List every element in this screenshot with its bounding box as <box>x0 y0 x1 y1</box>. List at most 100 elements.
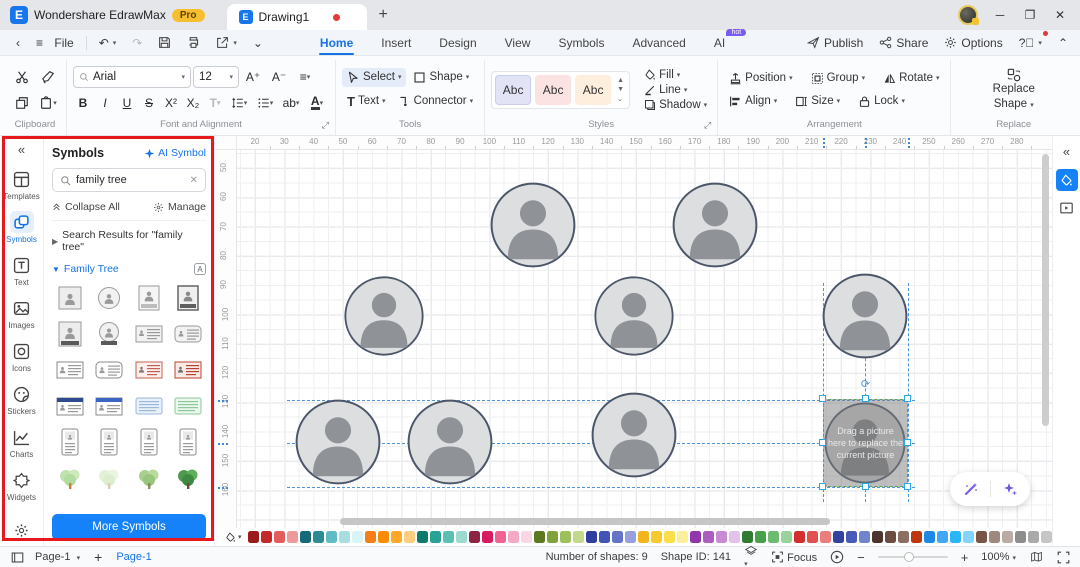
style-more-icon[interactable]: ⌄ <box>617 95 624 103</box>
document-tab[interactable]: E Drawing1 <box>226 4 367 30</box>
library-settings-gear-icon[interactable] <box>14 523 29 538</box>
position-button[interactable]: Position ▾ <box>724 69 797 88</box>
styles-group-expand-icon[interactable]: ⤢ <box>703 120 712 130</box>
menu-tab-design[interactable]: Design <box>439 35 477 50</box>
sidebar-item-stickers[interactable]: Stickers <box>2 379 42 422</box>
change-case-button[interactable]: ab ▾ <box>282 95 300 110</box>
symbol-thumb-tree4[interactable] <box>171 463 207 493</box>
color-swatch[interactable] <box>299 531 311 543</box>
options-button[interactable]: Options <box>942 32 1004 54</box>
color-swatch[interactable] <box>455 531 467 543</box>
collapse-right-panel-icon[interactable]: « <box>1062 144 1071 159</box>
color-swatch[interactable] <box>741 531 753 543</box>
italic-button[interactable]: I <box>103 95 107 110</box>
fullscreen-icon[interactable] <box>1057 551 1070 564</box>
font-size-combo[interactable]: 12 ▾ <box>193 65 239 88</box>
avatar-shape[interactable] <box>342 274 426 358</box>
back-button[interactable]: ‹ <box>16 35 20 50</box>
color-swatch[interactable] <box>312 531 324 543</box>
menu-tab-symbols[interactable]: Symbols <box>558 35 605 50</box>
page-panel-icon[interactable] <box>10 551 25 564</box>
color-swatch[interactable] <box>1040 531 1052 543</box>
avatar-shape[interactable] <box>592 274 676 358</box>
export-button[interactable]: ▾ <box>210 32 243 54</box>
sidebar-item-widgets[interactable]: Widgets <box>2 465 42 508</box>
collapse-all-button[interactable]: Collapse All <box>52 201 120 213</box>
menu-tab-home[interactable]: Home <box>307 31 366 55</box>
sidebar-item-templates[interactable]: Templates <box>2 164 42 207</box>
color-swatch[interactable] <box>884 531 896 543</box>
color-swatch[interactable] <box>793 531 805 543</box>
color-swatch[interactable] <box>403 531 415 543</box>
color-swatch[interactable] <box>273 531 285 543</box>
symbol-thumb-tree3[interactable] <box>131 463 167 493</box>
color-swatch[interactable] <box>962 531 974 543</box>
color-swatch[interactable] <box>520 531 532 543</box>
restore-button[interactable]: ❐ <box>1024 8 1036 22</box>
undo-button[interactable]: ↶ ▾ <box>98 35 117 50</box>
color-swatch[interactable] <box>481 531 493 543</box>
share-button[interactable]: Share <box>877 32 930 54</box>
color-swatch[interactable] <box>715 531 727 543</box>
color-swatch[interactable] <box>416 531 428 543</box>
symbol-thumb-tree2[interactable] <box>92 463 128 493</box>
clear-search-icon[interactable]: ✕ <box>189 174 198 186</box>
color-swatch[interactable] <box>247 531 259 543</box>
color-swatch[interactable] <box>923 531 935 543</box>
sidebar-item-icons[interactable]: Icons <box>2 336 42 379</box>
color-swatch[interactable] <box>689 531 701 543</box>
bullet-list-button[interactable]: ▾ <box>253 92 277 114</box>
selection-handle[interactable] <box>904 483 911 490</box>
bold-button[interactable]: B <box>78 95 88 110</box>
format-painter-button[interactable] <box>36 66 60 88</box>
avatar-shape[interactable] <box>405 397 495 487</box>
symbol-thumb-idcard-red2[interactable] <box>171 355 207 385</box>
style-sample-1[interactable]: Abc <box>495 74 532 105</box>
symbol-thumb-tree1[interactable] <box>52 463 88 493</box>
toolbar-options-chevron[interactable]: ⌄ <box>252 35 263 50</box>
color-swatch[interactable] <box>559 531 571 543</box>
color-swatch[interactable] <box>533 531 545 543</box>
color-swatch[interactable] <box>572 531 584 543</box>
sidebar-item-images[interactable]: Images <box>2 293 42 336</box>
line-button[interactable]: Line ▾ <box>640 83 711 97</box>
group-button[interactable]: Group ▾ <box>806 69 870 88</box>
play-presentation-button[interactable] <box>830 550 844 564</box>
symbol-thumb-avatar-card[interactable] <box>131 283 167 313</box>
symbol-thumb-avatar-circle[interactable] <box>92 283 128 313</box>
color-swatch[interactable] <box>1027 531 1039 543</box>
page-tab[interactable]: Page-1 <box>116 551 152 563</box>
zoom-slider-knob[interactable] <box>904 552 915 562</box>
decrease-font-button[interactable]: A⁻ <box>271 69 287 84</box>
symbol-thumb-idcard-gray[interactable] <box>131 319 167 349</box>
font-name-combo[interactable]: Arial ▾ <box>73 65 191 88</box>
symbol-thumb-avatar-namebar[interactable] <box>52 319 88 349</box>
symbol-thumb-badge-v[interactable] <box>52 427 88 457</box>
symbol-thumb-badge-v[interactable] <box>131 427 167 457</box>
avatar-shape[interactable] <box>589 390 679 480</box>
color-swatch[interactable] <box>377 531 389 543</box>
color-swatch[interactable] <box>390 531 402 543</box>
symbol-thumb-card-blue[interactable] <box>131 391 167 421</box>
color-swatch[interactable] <box>975 531 987 543</box>
symbol-thumb-idcard-gray-round[interactable] <box>171 319 207 349</box>
color-swatch[interactable] <box>364 531 376 543</box>
avatar-shape[interactable] <box>820 271 910 361</box>
text-tool-button[interactable]: T Text ▾ <box>347 93 386 109</box>
zoom-out-button[interactable]: − <box>857 549 865 565</box>
lock-button[interactable]: Lock ▾ <box>853 92 910 111</box>
color-swatch[interactable] <box>897 531 909 543</box>
manage-button[interactable]: Manage <box>153 201 206 213</box>
color-swatch[interactable] <box>351 531 363 543</box>
sidebar-item-charts[interactable]: Charts <box>2 422 42 465</box>
color-swatch[interactable] <box>806 531 818 543</box>
fill-format-tool-active[interactable] <box>1055 169 1078 191</box>
color-swatch[interactable] <box>598 531 610 543</box>
color-swatch[interactable] <box>650 531 662 543</box>
color-swatch[interactable] <box>260 531 272 543</box>
rotate-button[interactable]: Rotate ▾ <box>878 69 944 88</box>
zoom-in-button[interactable]: + <box>960 549 969 565</box>
rotation-handle[interactable]: ⟳ <box>860 378 871 391</box>
color-swatch[interactable] <box>676 531 688 543</box>
color-swatch[interactable] <box>611 531 623 543</box>
